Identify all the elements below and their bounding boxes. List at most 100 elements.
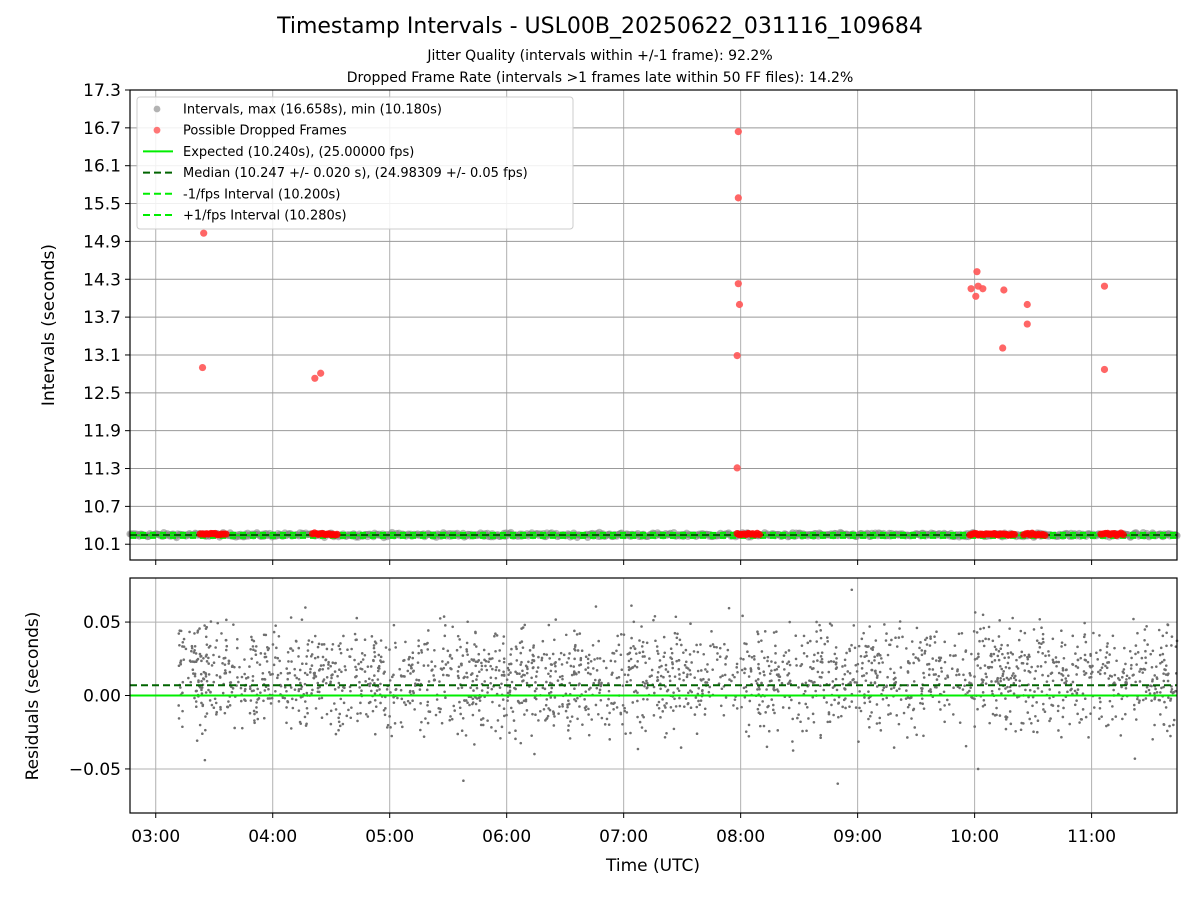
residual-point	[458, 638, 461, 641]
residual-point	[673, 631, 677, 635]
residual-point	[1163, 700, 1166, 704]
residual-point	[927, 673, 931, 677]
residual-point	[1000, 643, 1003, 647]
residual-point	[1148, 692, 1152, 695]
residual-point	[1009, 676, 1013, 680]
residual-point	[776, 688, 779, 691]
residual-point	[268, 697, 272, 700]
residual-point	[204, 715, 207, 718]
residual-point	[475, 686, 479, 690]
residual-point	[254, 649, 257, 653]
residual-point	[969, 674, 972, 677]
residual-point	[870, 661, 874, 665]
residual-point	[819, 655, 823, 658]
residual-point	[219, 708, 222, 711]
residual-point	[1158, 698, 1162, 702]
residual-point	[1026, 655, 1029, 659]
residual-point	[636, 715, 639, 719]
residual-point	[887, 713, 890, 716]
residual-point	[333, 670, 337, 673]
residual-point	[566, 716, 569, 719]
residual-point	[897, 722, 901, 726]
residual-point	[343, 665, 347, 668]
residual-point	[354, 638, 358, 642]
residual-point	[657, 706, 661, 710]
residual-point	[822, 696, 826, 700]
residual-point	[1026, 711, 1030, 714]
residual-point	[731, 673, 735, 677]
residual-point	[233, 726, 236, 730]
residual-point	[983, 664, 987, 667]
residual-point	[201, 732, 204, 735]
residual-point	[246, 676, 250, 679]
residual-point	[501, 698, 505, 701]
residual-point	[1071, 662, 1074, 666]
residual-point	[720, 687, 724, 691]
dropped-frame-point	[1023, 300, 1031, 309]
residual-point	[889, 712, 892, 715]
residual-point	[540, 656, 544, 660]
residual-point	[1151, 649, 1155, 653]
residual-point	[841, 665, 844, 668]
residual-point	[758, 712, 762, 716]
residual-point	[703, 713, 707, 716]
residual-point	[952, 654, 955, 658]
residual-point	[1017, 638, 1021, 642]
residual-point	[928, 667, 931, 671]
residual-point	[250, 638, 254, 642]
residual-point	[1006, 661, 1010, 665]
dropped-frame-point	[1100, 365, 1109, 374]
residual-point	[530, 734, 533, 737]
residual-point	[324, 681, 328, 685]
residual-point	[881, 688, 885, 692]
residual-point	[1129, 667, 1133, 670]
residual-point	[1087, 736, 1090, 739]
residual-point	[307, 639, 311, 642]
residual-point	[998, 714, 1002, 717]
residual-point	[566, 705, 569, 709]
residual-point	[179, 686, 182, 689]
residual-point	[1111, 717, 1114, 721]
residual-point	[457, 665, 461, 669]
residual-point	[1065, 679, 1068, 683]
residual-point	[975, 631, 979, 634]
residual-point	[392, 695, 395, 699]
residual-point	[1124, 681, 1127, 684]
residual-point	[610, 702, 613, 705]
residual-point	[1063, 681, 1066, 685]
residual-point	[672, 727, 676, 731]
residual-point	[1015, 665, 1019, 668]
residual-point	[1075, 699, 1078, 702]
residual-point	[410, 666, 413, 670]
residual-point	[329, 664, 332, 668]
residual-point	[474, 702, 478, 706]
residual-point	[383, 670, 386, 674]
residual-point	[502, 635, 506, 638]
dropped-frame-point	[1010, 530, 1018, 539]
residual-point	[619, 653, 623, 657]
residual-point	[957, 632, 961, 636]
residual-point	[1122, 671, 1125, 675]
residual-point	[426, 641, 429, 645]
residual-point	[867, 690, 870, 693]
residual-point	[1084, 715, 1088, 719]
residual-point	[624, 732, 627, 735]
bottom-marks	[130, 588, 1179, 785]
residual-point	[615, 706, 619, 709]
residual-point	[837, 715, 840, 719]
residual-point	[661, 710, 665, 713]
residual-point	[553, 638, 556, 642]
residual-point	[294, 639, 298, 643]
residual-point	[914, 656, 918, 659]
residual-point	[1051, 658, 1055, 662]
residual-point	[819, 636, 823, 640]
residual-point	[876, 674, 879, 677]
residual-point	[920, 653, 924, 657]
residual-point	[1160, 686, 1163, 690]
residual-point	[810, 679, 813, 683]
residual-point	[678, 677, 681, 681]
residual-point	[755, 682, 759, 685]
residual-point	[699, 669, 703, 672]
residual-point	[1151, 678, 1154, 681]
residual-point	[743, 695, 747, 699]
